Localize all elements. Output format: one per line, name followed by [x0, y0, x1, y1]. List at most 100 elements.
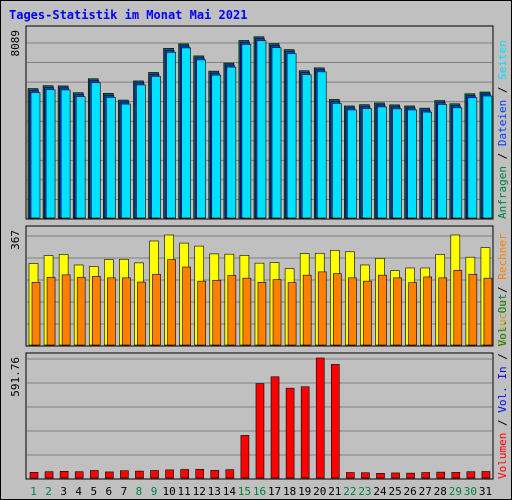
bar-seiten: [106, 97, 116, 219]
bar-rechner: [197, 280, 207, 346]
day-label: 28: [434, 485, 447, 498]
legend-separator: /: [496, 146, 509, 166]
legend-item: Rechner: [496, 233, 509, 280]
bar-volumen: [240, 435, 250, 479]
bar-seiten: [377, 106, 387, 219]
day-label: 20: [313, 485, 326, 498]
day-label: 30: [464, 485, 477, 498]
day-axis: 1 2 3 4 5 6 7 8 9 10 11 12 13 14 15 16 17 18 19 20 21 22 23 24 2…: [30, 485, 492, 498]
bar-rechner: [91, 276, 101, 346]
bar-seiten: [136, 84, 146, 219]
day-label: 19: [298, 485, 311, 498]
bar-volumen: [165, 469, 174, 479]
bar-rechner: [152, 273, 161, 346]
bar-seiten: [452, 107, 463, 219]
bar-seiten: [437, 104, 448, 219]
bar-rechner: [212, 279, 222, 346]
bar-volumen: [135, 470, 144, 479]
bar-rechner: [227, 275, 237, 346]
panel-volume: 591.76: [9, 352, 494, 480]
bar-seiten: [331, 103, 342, 219]
chart-panels: 8089 367 591.76: [9, 25, 494, 480]
bar-seiten: [271, 47, 282, 219]
bar-volumen: [346, 472, 355, 479]
bar-volumen: [361, 472, 370, 479]
bar-seiten: [151, 76, 161, 219]
bar-seiten: [45, 89, 56, 219]
bar-seiten: [211, 74, 222, 219]
bar-volumen: [481, 471, 491, 479]
day-label: 10: [162, 485, 175, 498]
bar-seiten: [256, 40, 267, 219]
bar-volumen: [150, 470, 159, 479]
bar-volumen: [315, 357, 325, 479]
bar-volumen: [300, 386, 310, 479]
day-label: 7: [121, 485, 128, 498]
day-label: 24: [373, 485, 387, 498]
bar-rechner: [257, 282, 267, 346]
bar-volumen: [451, 472, 461, 479]
bar-rechner: [378, 274, 387, 346]
panel-visits: 367: [9, 225, 494, 347]
legend-requests: Anfragen / Dateien / Seiten: [496, 40, 509, 219]
legend-separator: /: [496, 280, 509, 300]
bar-seiten: [75, 96, 86, 219]
bar-volumen: [225, 469, 235, 479]
bar-seiten: [362, 108, 372, 219]
bar-seiten: [286, 53, 297, 219]
day-label: 23: [358, 485, 371, 498]
bar-seiten: [347, 109, 357, 219]
bar-seiten: [467, 97, 478, 219]
bar-seiten: [241, 44, 252, 219]
bar-volumen: [391, 472, 400, 479]
bar-rechner: [423, 276, 432, 346]
bar-volumen: [406, 472, 415, 479]
chart-legends: Anfragen / Dateien / Seiten Besuche / Rec…: [496, 40, 509, 479]
day-label: 2: [45, 485, 52, 498]
bar-seiten: [196, 59, 207, 219]
day-label: 12: [193, 485, 206, 498]
day-label: 31: [479, 485, 492, 498]
bar-seiten: [482, 95, 493, 219]
bar-rechner: [61, 274, 71, 346]
legend-item: Seiten: [496, 40, 509, 80]
bar-seiten: [181, 47, 191, 219]
bar-seiten: [301, 74, 312, 219]
day-label: 6: [106, 485, 113, 498]
bar-volumen: [466, 471, 476, 479]
legend-volume: Volumen / Vol. In / Vol. Out: [496, 294, 509, 479]
bar-rechner: [31, 282, 41, 346]
day-label: 14: [223, 485, 237, 498]
bar-rechner: [468, 273, 478, 346]
chart-title: Tages-Statistik im Monat Mai 2021: [9, 8, 247, 22]
day-label: 8: [136, 485, 143, 498]
bar-rechner: [438, 277, 448, 346]
bar-seiten: [316, 71, 327, 219]
day-label: 13: [208, 485, 221, 498]
legend-separator: /: [496, 347, 509, 367]
day-label: 22: [343, 485, 356, 498]
bar-volumen: [195, 468, 205, 479]
day-label: 27: [419, 485, 432, 498]
day-label: 29: [449, 485, 462, 498]
bar-volumen: [270, 376, 280, 479]
legend-visits: Besuche / Rechner: [496, 233, 509, 346]
bar-rechner: [302, 274, 312, 346]
bar-rechner: [317, 271, 327, 346]
day-label: 17: [268, 485, 281, 498]
day-label: 18: [283, 485, 296, 498]
bar-seiten: [422, 111, 432, 219]
bar-volumen: [89, 470, 99, 479]
bar-rechner: [363, 280, 372, 346]
legend-separator: /: [496, 80, 509, 100]
bar-volumen: [120, 470, 129, 479]
legend-item: Vol. Out: [496, 294, 509, 347]
bar-rechner: [287, 282, 297, 346]
bar-rechner: [408, 282, 417, 346]
legend-separator: /: [496, 413, 509, 433]
day-label: 9: [151, 485, 158, 498]
panel-visits-max-label: 367: [9, 230, 22, 250]
legend-item: Volumen: [496, 433, 509, 479]
day-label: 26: [404, 485, 417, 498]
